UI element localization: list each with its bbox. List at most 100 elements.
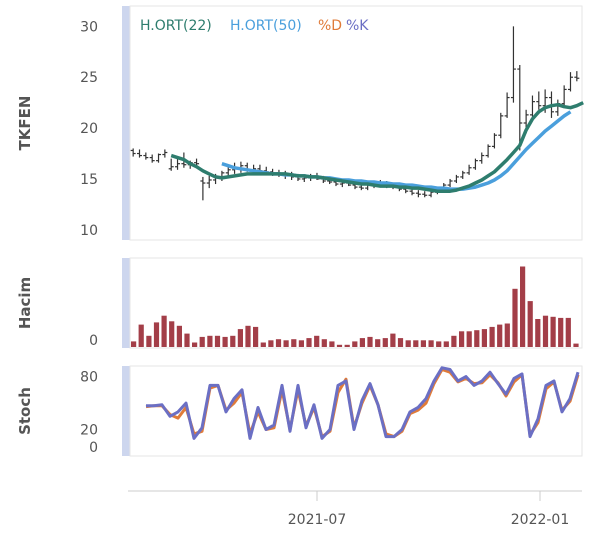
ohlc-bar xyxy=(466,164,472,175)
volume-bar xyxy=(138,324,144,347)
volume-y-ticks: 0 xyxy=(89,333,98,349)
volume-bar xyxy=(237,329,243,347)
volume-bar xyxy=(352,341,358,347)
volume-bar xyxy=(192,342,198,347)
stoch-k-line xyxy=(146,366,580,440)
x-axis-ticks: 2021-07 2022-01 xyxy=(288,491,570,528)
volume-bar xyxy=(336,344,343,347)
volume-bar xyxy=(520,266,526,347)
volume-bar xyxy=(375,339,381,347)
stoch-axis-title: Stoch xyxy=(16,387,34,435)
stoch-tick-label: 80 xyxy=(80,370,98,386)
volume-bar xyxy=(413,340,419,347)
volume-bars xyxy=(131,266,579,348)
legend-stoch-k[interactable]: %K xyxy=(346,18,369,34)
volume-bar xyxy=(153,322,160,347)
volume-bar xyxy=(230,335,236,347)
price-ohlc-series xyxy=(130,26,580,201)
volume-bar xyxy=(344,344,350,347)
volume-bar xyxy=(222,336,228,347)
ohlc-bar xyxy=(156,153,162,163)
volume-bar xyxy=(497,324,503,347)
volume-bar xyxy=(321,339,327,347)
volume-bar xyxy=(542,315,549,347)
x-tick-label: 2021-07 xyxy=(288,512,347,528)
ohlc-bar xyxy=(168,158,174,171)
ohlc-bar xyxy=(453,174,459,184)
volume-bar xyxy=(199,336,205,347)
stochastic-lines xyxy=(145,366,580,440)
volume-bar xyxy=(306,338,312,347)
price-tick-label: 10 xyxy=(80,223,98,239)
ohlc-bar xyxy=(422,191,428,198)
volume-bar xyxy=(275,339,282,347)
volume-bar xyxy=(245,325,251,348)
ohlc-bar xyxy=(415,190,421,198)
ohlc-bar xyxy=(529,95,535,118)
ohlc-bar xyxy=(460,170,466,179)
volume-bar xyxy=(443,341,449,347)
volume-bar xyxy=(268,340,274,347)
price-tick-label: 30 xyxy=(80,19,98,35)
volume-bar xyxy=(420,340,426,347)
volume-bar xyxy=(214,335,221,347)
ohlc-bar xyxy=(472,158,478,170)
ohlc-bar xyxy=(510,26,516,103)
ohlc-bar xyxy=(536,91,542,110)
volume-bar xyxy=(565,317,571,347)
volume-bar xyxy=(291,339,297,347)
volume-bar xyxy=(436,341,442,347)
ohlc-bar xyxy=(447,178,453,188)
volume-bar xyxy=(184,333,190,347)
stoch-y-ticks: 020 80 xyxy=(80,370,98,457)
price-tick-label: 15 xyxy=(80,172,98,188)
legend-sma50[interactable]: H.ORT(50) xyxy=(230,18,302,34)
x-tick-label: 2022-01 xyxy=(511,512,570,528)
volume-bar xyxy=(298,340,304,347)
ohlc-bar xyxy=(504,92,510,118)
volume-bar xyxy=(390,333,396,347)
volume-panel-border xyxy=(129,257,583,349)
volume-bar xyxy=(489,326,495,347)
volume-bar xyxy=(146,335,152,347)
volume-bar xyxy=(573,343,579,347)
ohlc-bar xyxy=(143,152,149,160)
volume-bar xyxy=(405,340,411,347)
volume-axis-title: Hacim xyxy=(16,277,34,329)
ohlc-bar xyxy=(498,112,504,139)
sma22-line xyxy=(170,101,584,193)
ohlc-bar xyxy=(574,71,580,82)
volume-bar xyxy=(504,323,510,347)
volume-bar xyxy=(459,331,465,347)
volume-bar xyxy=(428,340,434,347)
volume-bar xyxy=(359,338,365,347)
price-y-ticks: 10 15 20 25 30 xyxy=(80,19,98,238)
volume-bar xyxy=(131,341,137,347)
volume-bar xyxy=(527,301,533,347)
stoch-tick-label: 0 xyxy=(89,440,98,456)
volume-bar xyxy=(466,331,472,347)
volume-bar xyxy=(481,329,487,347)
ohlc-bar xyxy=(137,149,143,158)
volume-bar xyxy=(474,330,480,347)
stoch-panel-border xyxy=(129,365,583,457)
ohlc-bar xyxy=(162,149,168,158)
ohlc-bar xyxy=(567,72,573,92)
volume-bar xyxy=(260,342,266,347)
volume-bar xyxy=(253,326,259,347)
legend-sma22[interactable]: H.ORT(22) xyxy=(140,18,212,34)
ohlc-bar xyxy=(149,154,155,163)
volume-bar xyxy=(550,316,556,347)
volume-axis-band xyxy=(122,258,130,348)
price-tick-label: 20 xyxy=(80,121,98,137)
legend: H.ORT(22) H.ORT(50) %D %K xyxy=(140,18,369,34)
ohlc-bar xyxy=(200,176,206,201)
volume-bar xyxy=(397,338,404,347)
volume-bar xyxy=(169,321,175,347)
ohlc-bar xyxy=(130,148,136,157)
price-tick-label: 25 xyxy=(80,70,98,86)
legend-stoch-d[interactable]: %D xyxy=(318,18,342,34)
sma50-line xyxy=(221,110,572,191)
